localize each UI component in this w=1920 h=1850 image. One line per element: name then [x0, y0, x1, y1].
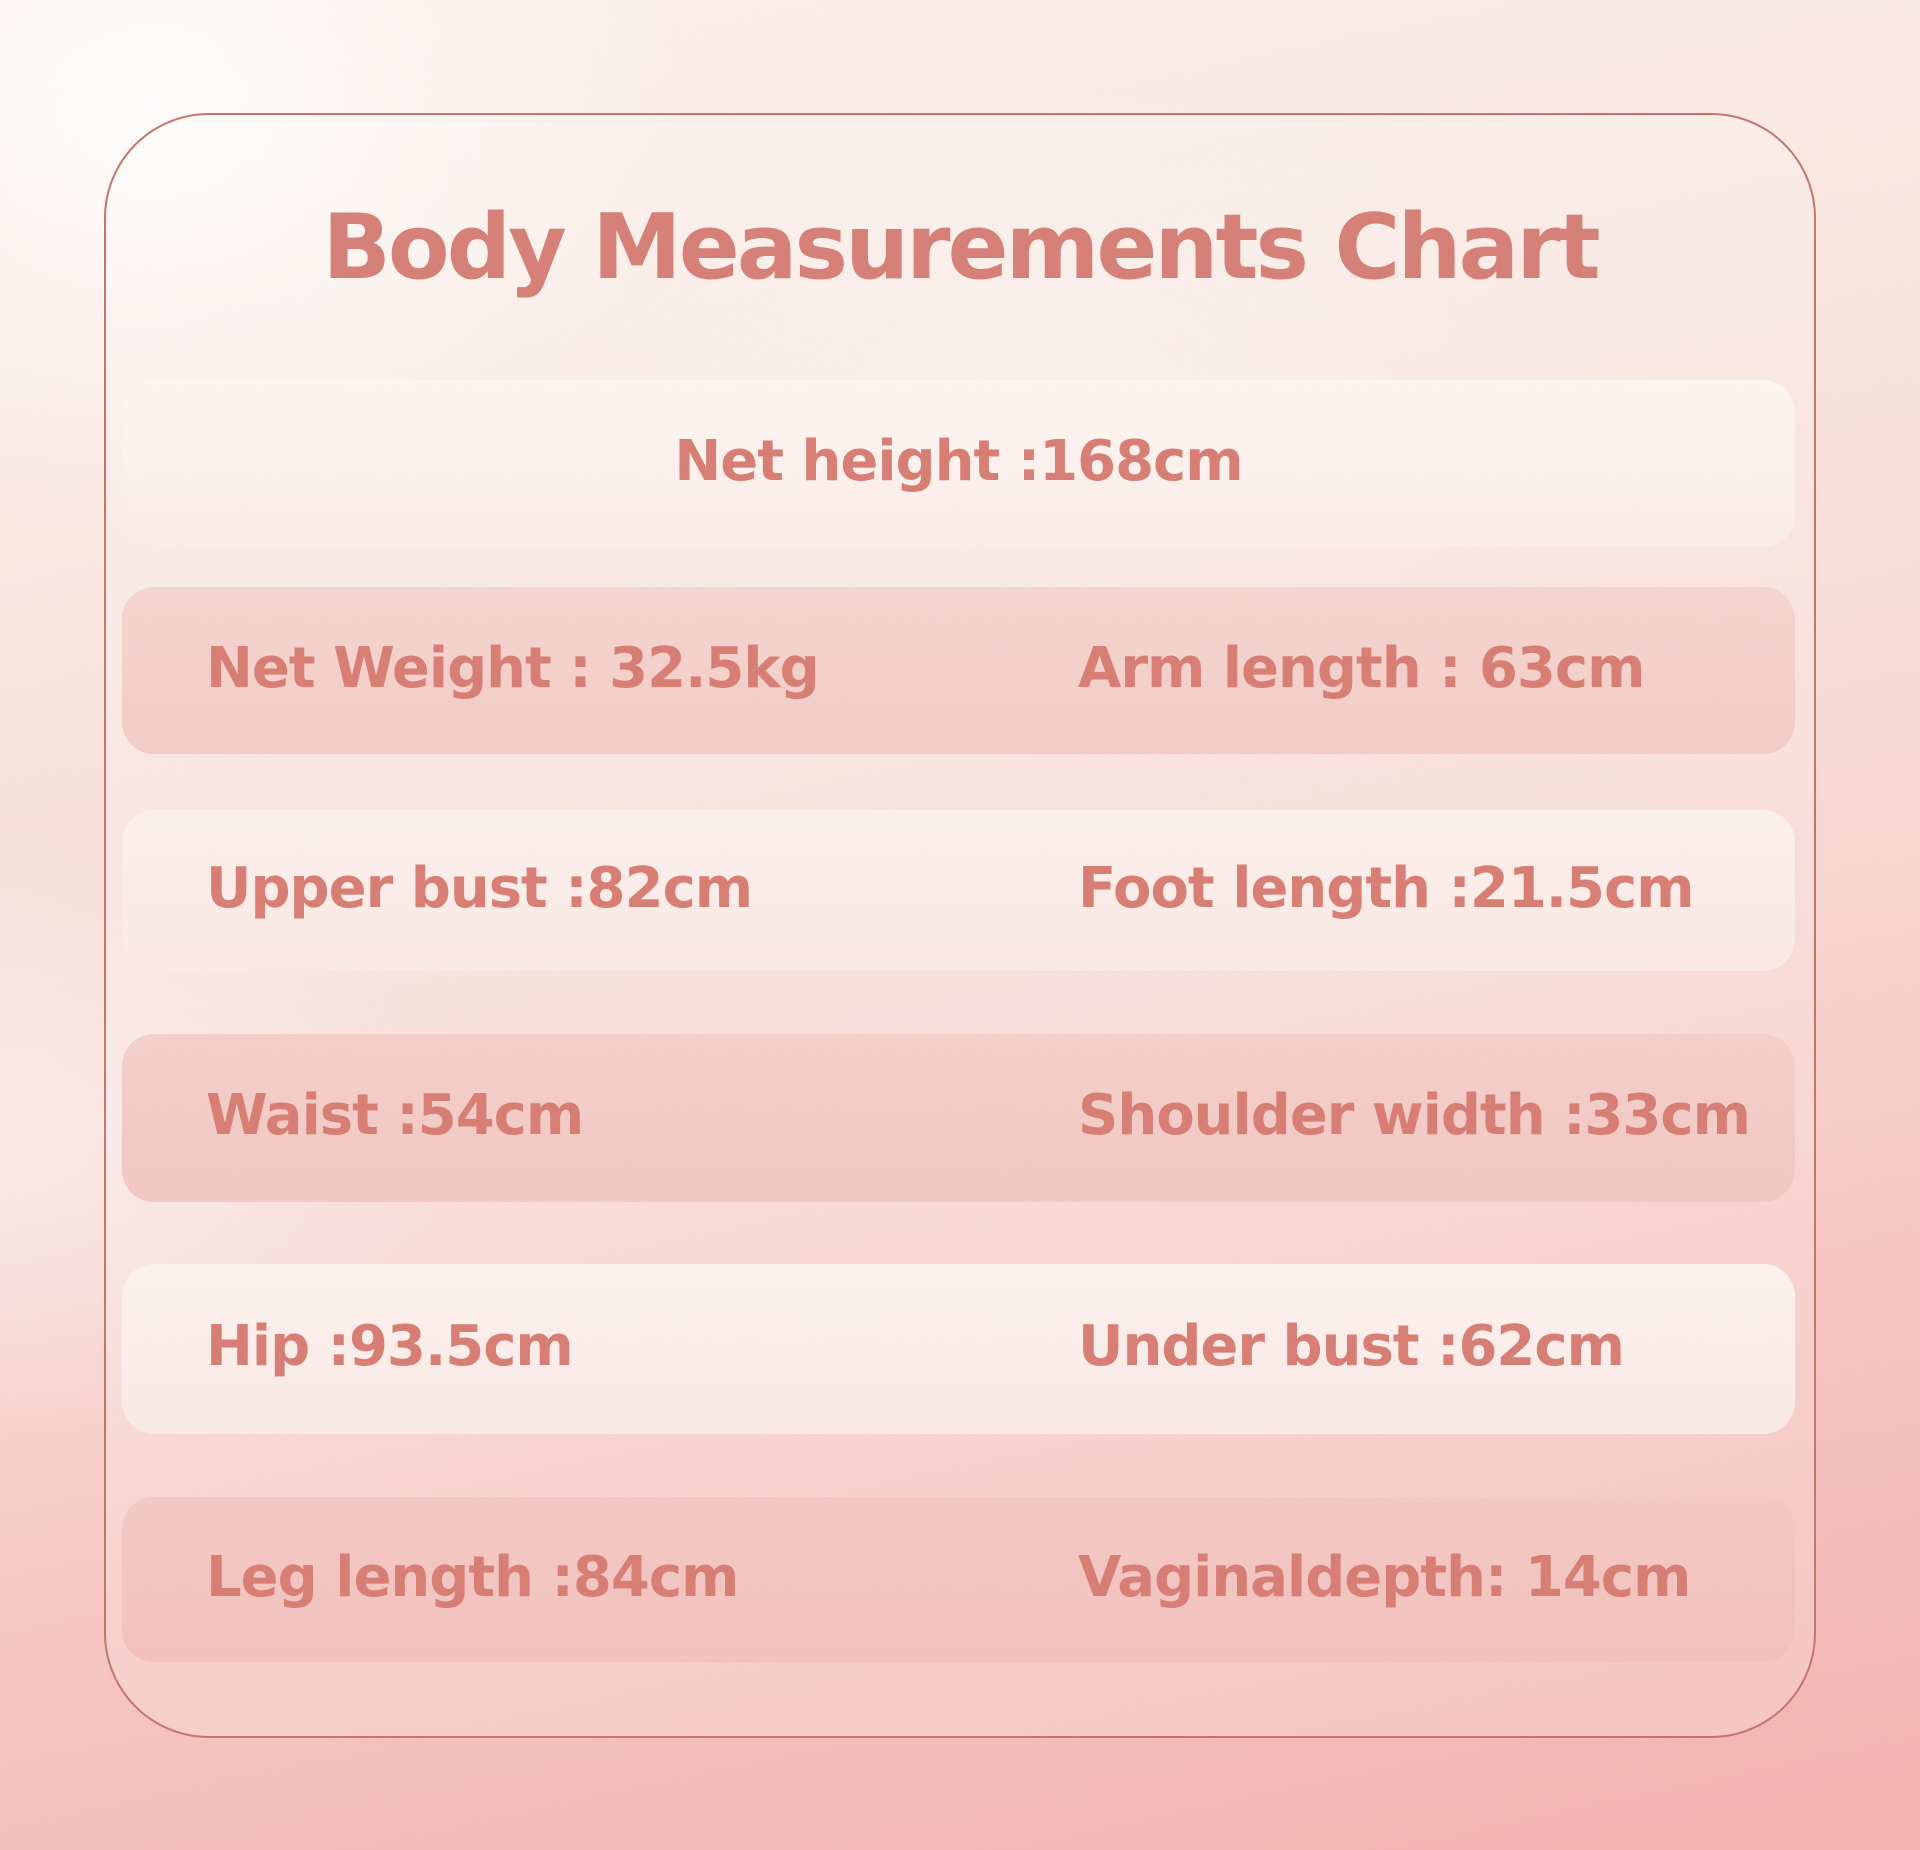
measurement-label: Net height :168cm: [674, 428, 1243, 494]
measurement-label: Arm length : 63cm: [1078, 635, 1645, 701]
measurement-row-hip-underbust: Hip :93.5cm Under bust :62cm: [122, 1264, 1795, 1434]
page-title: Body Measurements Chart: [322, 195, 1600, 300]
measurement-label: Under bust :62cm: [1078, 1313, 1625, 1379]
measurement-label: Waist :54cm: [206, 1082, 584, 1148]
measurement-label: Hip :93.5cm: [206, 1313, 574, 1379]
measurement-label: Leg length :84cm: [206, 1544, 739, 1610]
measurement-row-net-height: Net height :168cm: [122, 380, 1795, 547]
measurement-row-leg-depth: Leg length :84cm Vaginaldepth: 14cm: [122, 1497, 1795, 1662]
measurements-card: Body Measurements Chart Net height :168c…: [104, 113, 1816, 1738]
measurement-row-bust-foot: Upper bust :82cm Foot length :21.5cm: [122, 810, 1795, 971]
measurement-label: Net Weight : 32.5kg: [206, 635, 820, 701]
measurement-label: Shoulder width :33cm: [1078, 1082, 1751, 1148]
measurement-label: Vaginaldepth: 14cm: [1078, 1544, 1691, 1610]
measurement-label: Foot length :21.5cm: [1078, 855, 1695, 921]
measurement-row-weight-arm: Net Weight : 32.5kg Arm length : 63cm: [122, 587, 1795, 754]
measurement-label: Upper bust :82cm: [206, 855, 753, 921]
title-container: Body Measurements Chart: [106, 115, 1814, 380]
measurement-row-waist-shoulder: Waist :54cm Shoulder width :33cm: [122, 1034, 1795, 1202]
